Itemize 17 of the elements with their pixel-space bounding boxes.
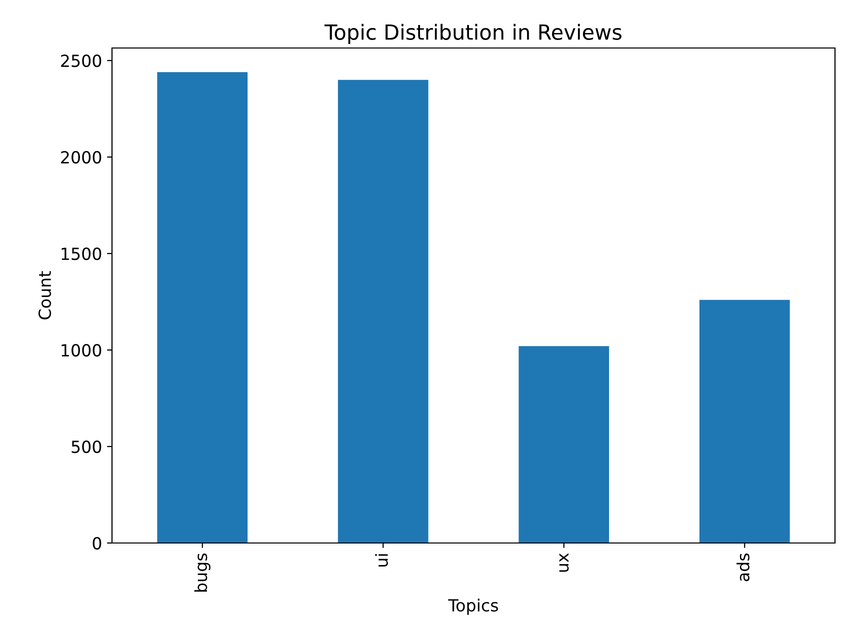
bar xyxy=(157,72,248,543)
y-tick-label: 2500 xyxy=(61,54,102,68)
y-axis-title: Count xyxy=(38,271,52,320)
y-tick-label: 500 xyxy=(72,440,102,454)
bar xyxy=(338,80,428,543)
y-tick-label: 0 xyxy=(92,536,102,550)
x-tick-label: ads xyxy=(736,554,750,582)
x-axis-title: Topics xyxy=(448,598,498,615)
x-tick-label: ux xyxy=(559,553,569,572)
x-tick-label: bugs xyxy=(194,554,210,592)
bar xyxy=(699,300,790,543)
y-tick-label: 1500 xyxy=(62,247,102,260)
bar xyxy=(518,346,610,543)
y-tick-label: 1000 xyxy=(62,344,102,357)
x-tick-label: ui xyxy=(375,554,388,566)
chart-title: Topic Distribution in Reviews xyxy=(324,24,622,44)
y-tick-label: 2000 xyxy=(61,150,102,164)
